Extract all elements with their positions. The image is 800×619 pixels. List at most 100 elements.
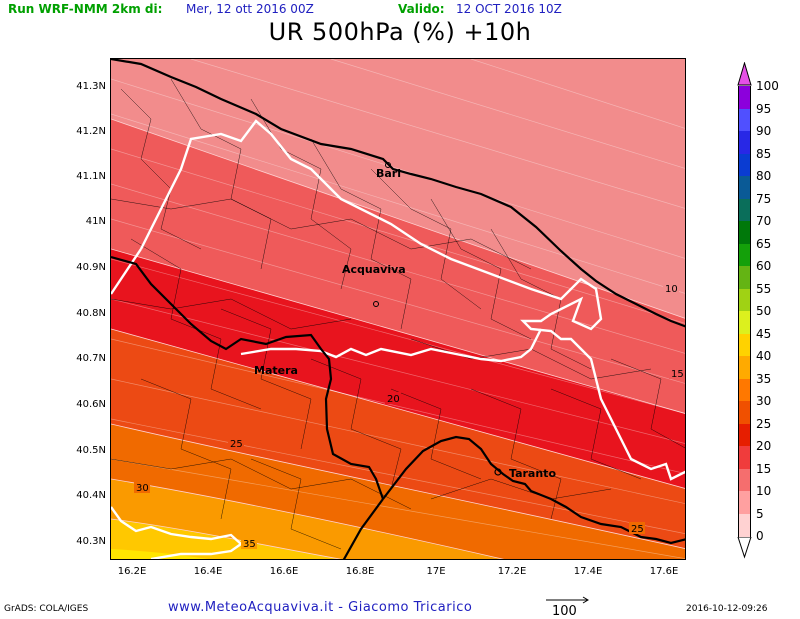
colorbar-label: 95 xyxy=(756,101,772,116)
lat-label: 40.9N xyxy=(76,262,106,273)
contour-label-30: 30 xyxy=(136,483,149,494)
colorbar-top-arrow xyxy=(737,62,752,86)
colorbar-label: 70 xyxy=(756,214,772,228)
lat-label: 40.5N xyxy=(76,445,106,456)
map-title: UR 500hPa (%) +10h xyxy=(268,18,532,46)
colorbar-label: 65 xyxy=(756,236,772,251)
regional-boundary xyxy=(139,119,685,481)
colorbar-label: 10 xyxy=(756,484,772,498)
regional-boundary-west xyxy=(111,248,142,295)
contour-label-25-east: 25 xyxy=(631,524,644,535)
colorbar-cell xyxy=(738,198,751,222)
bari-marker xyxy=(385,162,391,168)
colorbar-cell xyxy=(738,333,751,357)
colorbar-label: 40 xyxy=(756,349,772,363)
lon-label: 17.4E xyxy=(573,566,603,577)
city-matera: Matera xyxy=(254,364,298,377)
lat-label: 41.3N xyxy=(76,81,106,92)
contour-labels: 10 15 20 25 30 35 25 xyxy=(134,282,685,550)
lon-label: 16.2E xyxy=(117,566,147,577)
city-taranto: Taranto xyxy=(509,467,556,480)
colorbar-cell xyxy=(738,288,751,312)
colorbar-label: 85 xyxy=(756,146,772,161)
map-panel: Bari Acquaviva Matera Taranto 10 15 20 2… xyxy=(110,58,686,560)
run-date: Mer, 12 ott 2016 00Z xyxy=(186,2,314,16)
colorbar-bottom-arrow xyxy=(737,537,752,559)
colorbar-label: 75 xyxy=(756,191,772,206)
colorbar-cell xyxy=(738,176,751,199)
basilicata-puglia-boundary xyxy=(240,328,543,363)
colorbar-cell xyxy=(738,491,751,514)
timestamp: 2016-10-12-09:26 xyxy=(686,604,768,614)
colorbar-cell xyxy=(738,86,751,109)
wind-streamlines xyxy=(111,59,685,559)
colorbar-cell xyxy=(738,131,751,154)
lat-label: 40.4N xyxy=(76,490,106,501)
province-boundary-matera xyxy=(111,255,385,500)
colorbar-label: 0 xyxy=(756,529,764,543)
colorbar-label: 45 xyxy=(756,326,772,341)
city-bari: Bari xyxy=(376,167,401,180)
regional-boundary-south xyxy=(111,506,243,559)
colorbar-label: 50 xyxy=(756,304,772,318)
colorbar-cell xyxy=(738,423,751,447)
colorbar-cell xyxy=(738,401,751,424)
band-40-45 xyxy=(111,549,209,559)
colorbar-cell xyxy=(738,356,751,379)
colorbar-cell xyxy=(738,468,751,492)
lat-label: 40.8N xyxy=(76,308,106,319)
lat-label: 40.6N xyxy=(76,399,106,410)
colorbar-cell xyxy=(738,153,751,177)
lon-label: 16.6E xyxy=(269,566,299,577)
colorbar-cell xyxy=(738,108,751,132)
contour-label-35: 35 xyxy=(243,539,256,550)
province-boundary-east xyxy=(342,498,384,559)
lat-label: 40.7N xyxy=(76,353,106,364)
humidity-map: Bari Acquaviva Matera Taranto 10 15 20 2… xyxy=(111,59,685,559)
lon-label: 17E xyxy=(426,566,446,577)
taranto-marker xyxy=(494,468,502,476)
lat-label: 40.3N xyxy=(76,536,106,547)
colorbar-label: 35 xyxy=(756,371,772,386)
colorbar-label: 25 xyxy=(756,416,772,431)
colorbar-label: 15 xyxy=(756,461,772,476)
colorbar-label: 5 xyxy=(756,506,764,521)
valid-label: Valido: xyxy=(398,2,445,16)
vector-ref-value: 100 xyxy=(552,604,577,619)
contour-label-20: 20 xyxy=(387,394,400,405)
colorbar-label: 90 xyxy=(756,124,772,138)
colorbar-label: 55 xyxy=(756,281,772,296)
lon-label: 17.2E xyxy=(497,566,527,577)
colorbar-cell xyxy=(738,266,751,289)
contour-label-10: 10 xyxy=(665,284,678,295)
colorbar-cell xyxy=(738,221,751,244)
lon-label: 16.8E xyxy=(345,566,375,577)
colorbar-cell xyxy=(738,446,751,469)
coastline-adriatic xyxy=(111,59,685,328)
band-35-40 xyxy=(111,519,340,559)
grads-credit: GrADS: COLA/IGES xyxy=(4,604,89,614)
city-acquaviva: Acquaviva xyxy=(342,263,406,276)
colorbar-label: 100 xyxy=(756,79,779,93)
lat-label: 41N xyxy=(85,216,106,227)
contour-label-25: 25 xyxy=(230,439,243,450)
colorbar-cell xyxy=(738,243,751,267)
colorbar-cell xyxy=(738,513,751,537)
lon-label: 16.4E xyxy=(193,566,223,577)
contour-label-15: 15 xyxy=(671,369,684,380)
lon-label: 17.6E xyxy=(649,566,679,577)
wind-vector-reference: 100 xyxy=(546,596,589,619)
city-markers xyxy=(373,162,502,476)
colorbar-label: 20 xyxy=(756,439,772,453)
colorbar-label: 30 xyxy=(756,394,772,408)
vector-arrow-icon xyxy=(546,596,589,604)
lat-label: 41.2N xyxy=(76,126,106,137)
valid-date: 12 OCT 2016 10Z xyxy=(456,2,562,16)
acquaviva-marker xyxy=(373,301,379,307)
run-label: Run WRF-NMM 2km di: xyxy=(8,2,163,16)
site-credit: www.MeteoAcquaviva.it - Giacomo Tricaric… xyxy=(168,600,473,615)
colorbar-label: 60 xyxy=(756,259,772,273)
colorbar-cell xyxy=(738,311,751,334)
colorbar-label: 80 xyxy=(756,169,772,183)
lat-label: 41.1N xyxy=(76,171,106,182)
